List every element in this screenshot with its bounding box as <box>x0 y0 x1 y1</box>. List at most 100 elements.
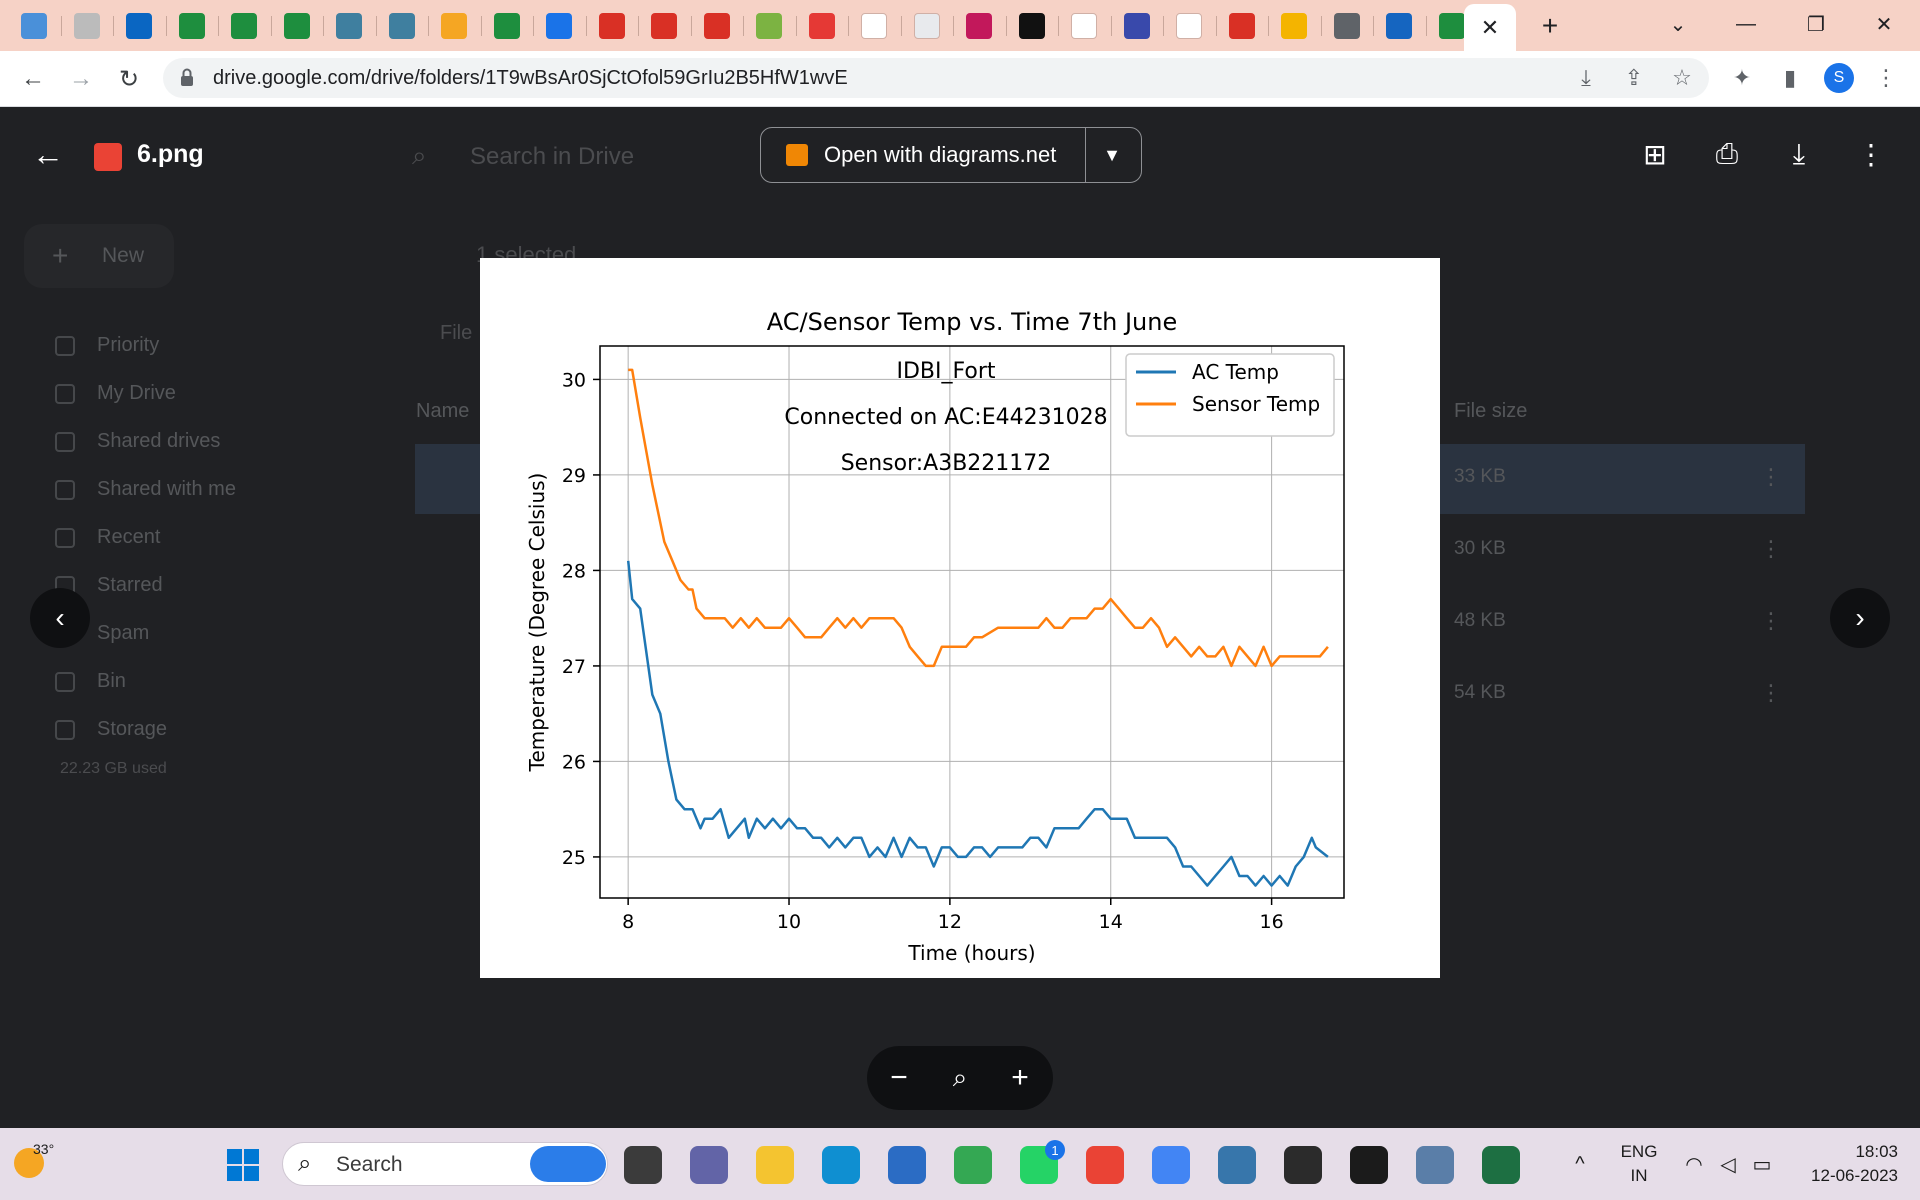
calculator-icon[interactable] <box>1416 1146 1454 1184</box>
volume-icon[interactable]: ◁ <box>1720 1153 1736 1176</box>
restore-button[interactable]: ❐ <box>1807 13 1825 36</box>
side-panel-icon[interactable]: ▮ <box>1783 65 1797 90</box>
lock-icon[interactable] <box>180 68 194 86</box>
close-tab-icon[interactable]: ✕ <box>1480 14 1500 40</box>
print-icon[interactable]: ⎙ <box>1715 137 1739 169</box>
shield-icon[interactable] <box>1386 13 1412 39</box>
chrome-menu-icon[interactable]: ⋮ <box>1875 65 1897 90</box>
grid <box>600 346 1344 898</box>
gmail-icon[interactable] <box>1071 13 1097 39</box>
sidebar-item: Shared drives <box>55 430 220 453</box>
linkedin-icon[interactable] <box>126 13 152 39</box>
taskbar-search-text[interactable]: Search <box>336 1153 403 1176</box>
gift-icon[interactable] <box>808 13 835 39</box>
back-nav-icon[interactable]: ← <box>21 65 45 92</box>
m-icon[interactable] <box>598 13 625 39</box>
tab-strip <box>0 0 1920 51</box>
store-icon[interactable] <box>888 1146 926 1184</box>
tab-separator <box>1373 16 1374 36</box>
forward-nav-icon[interactable]: → <box>69 65 93 92</box>
tab-separator <box>218 16 219 36</box>
battery-icon[interactable]: ▭ <box>1752 1153 1772 1176</box>
dots-icon[interactable] <box>913 13 940 39</box>
y-tick-label: 26 <box>562 751 586 773</box>
next-file-button[interactable]: › <box>1830 588 1890 648</box>
language-indicator[interactable]: ENG <box>1620 1142 1658 1161</box>
bold-icon[interactable] <box>1018 13 1045 39</box>
person-icon[interactable] <box>336 13 362 39</box>
more-actions-icon[interactable]: ⋮ <box>1857 138 1885 170</box>
sheets-icon[interactable] <box>1438 13 1465 39</box>
reload-icon[interactable]: ↻ <box>118 65 140 93</box>
close-viewer-back-icon[interactable]: ← <box>32 135 64 172</box>
teams-icon[interactable] <box>690 1146 728 1184</box>
region-indicator[interactable]: IN <box>1630 1166 1648 1185</box>
bookmark-star-icon[interactable]: ☆ <box>1672 65 1692 90</box>
google-icon[interactable] <box>1176 13 1202 39</box>
open-with-label[interactable]: Open with diagrams.net <box>824 142 1057 167</box>
grid-icon[interactable] <box>1281 13 1307 39</box>
sheets-icon[interactable] <box>493 13 520 39</box>
open-with-dropdown-icon[interactable]: ▼ <box>1103 144 1121 165</box>
zoom-in-button[interactable]: + <box>1011 1061 1029 1094</box>
docs-icon[interactable] <box>73 13 100 39</box>
sun-icon[interactable] <box>441 13 467 39</box>
add-comment-icon[interactable]: ⊞ <box>1643 138 1667 170</box>
chrome-profile-icon[interactable] <box>1086 1146 1124 1184</box>
new-tab-button[interactable]: + <box>1541 10 1559 41</box>
edge-icon[interactable] <box>822 1146 860 1184</box>
sheets-icon[interactable] <box>231 13 257 39</box>
y-tick-label: 30 <box>562 369 586 391</box>
tab-separator <box>795 16 797 36</box>
windows-start-icon[interactable] <box>226 1148 260 1182</box>
minimize-button[interactable]: — <box>1736 12 1756 35</box>
clock-time[interactable]: 18:03 <box>1855 1142 1898 1161</box>
reports-icon[interactable] <box>21 13 47 39</box>
previous-file-button[interactable]: ‹ <box>30 588 90 648</box>
face-icon[interactable] <box>756 13 782 39</box>
media-player-icon[interactable] <box>1350 1146 1388 1184</box>
x-tick-label: 16 <box>1260 911 1284 933</box>
excel-icon[interactable] <box>1482 1146 1520 1184</box>
python-icon[interactable] <box>1218 1146 1256 1184</box>
open-with-button[interactable] <box>760 127 1142 183</box>
sheets-icon[interactable] <box>283 13 310 39</box>
file-explorer-icon[interactable] <box>756 1146 794 1184</box>
clock-date[interactable]: 12-06-2023 <box>1811 1166 1898 1185</box>
star-icon[interactable] <box>546 13 572 39</box>
bing-icon[interactable] <box>530 1146 606 1182</box>
house-icon[interactable] <box>1123 13 1150 39</box>
share-icon[interactable]: ⇪ <box>1624 65 1644 90</box>
terminal-icon[interactable] <box>1284 1146 1322 1184</box>
tab-separator <box>480 16 482 36</box>
window-close-button[interactable]: ✕ <box>1875 13 1893 36</box>
active-tab[interactable]: ✕ <box>1464 4 1516 51</box>
show-hidden-icons[interactable]: ^ <box>1575 1152 1585 1175</box>
chrome-active-icon[interactable] <box>1152 1146 1190 1184</box>
zoom-reset-icon[interactable]: ⌕ <box>952 1062 968 1092</box>
tab-search-icon[interactable]: ⌄ <box>1669 13 1687 36</box>
sheets-icon[interactable] <box>178 13 205 39</box>
weather-temp[interactable]: 33° <box>33 1141 55 1157</box>
tab-separator <box>1005 16 1007 36</box>
weather-sun-icon[interactable] <box>14 1148 44 1178</box>
chrome-icon[interactable] <box>954 1146 992 1184</box>
form-icon[interactable] <box>966 13 992 39</box>
url-text[interactable]: drive.google.com/drive/folders/1T9wBsAr0… <box>213 67 848 89</box>
stripe-icon[interactable] <box>1333 13 1360 39</box>
extensions-icon[interactable]: ✦ <box>1732 65 1752 90</box>
m-icon[interactable] <box>703 13 730 39</box>
profile-avatar[interactable]: S <box>1824 63 1854 93</box>
wifi-icon[interactable]: ◠ <box>1685 1153 1703 1176</box>
tab-separator <box>743 16 744 36</box>
tab-separator <box>1215 16 1217 36</box>
person-icon[interactable] <box>388 13 415 39</box>
install-app-icon[interactable]: ⤓ <box>1581 65 1591 90</box>
zoom-out-button[interactable]: − <box>890 1061 908 1094</box>
google-icon[interactable] <box>861 13 887 39</box>
task-view-icon[interactable] <box>624 1146 662 1184</box>
m-icon[interactable] <box>651 13 677 39</box>
download-icon[interactable]: ⤓ <box>1792 137 1806 169</box>
toolbox-icon[interactable] <box>1228 13 1255 39</box>
address-bar[interactable] <box>163 58 1709 98</box>
